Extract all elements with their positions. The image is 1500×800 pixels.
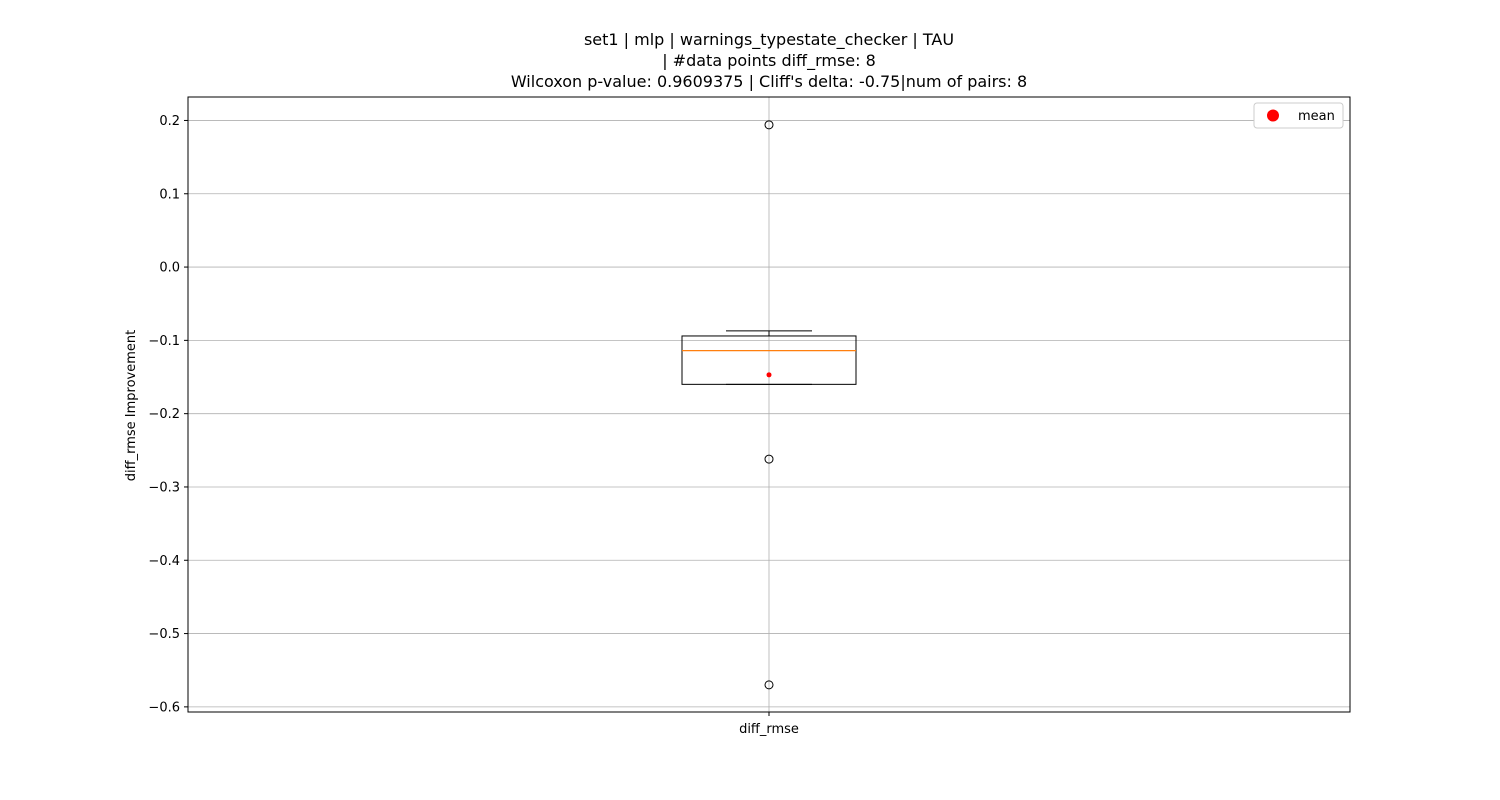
y-tick-label: −0.1 [148, 334, 180, 349]
chart-title-line-1: set1 | mlp | warnings_typestate_checker … [583, 30, 955, 49]
legend: mean [1253, 102, 1344, 129]
y-tick-label: −0.2 [148, 407, 180, 422]
y-tick-label: −0.3 [148, 480, 180, 495]
outlier-point [764, 680, 774, 690]
axes: 0.2 0.1 0.0 −0.1 −0.2 −0.3 −0.4 −0.5 −0.6 diff_rm… [148, 114, 799, 737]
outlier-point [764, 120, 774, 130]
box-plot-elements [681, 120, 857, 690]
y-axis-label: diff_rmse Improvement [124, 330, 139, 481]
legend-mean-label: mean [1298, 109, 1335, 124]
legend-box [1253, 102, 1344, 129]
y-tick-label: −0.6 [148, 700, 180, 715]
chart-title-line-3: Wilcoxon p-value: 0.9609375 | Cliff's de… [510, 72, 1028, 91]
grid-lines [188, 97, 1350, 712]
y-tick-label: 0.1 [159, 187, 180, 202]
y-tick-label: 0.0 [159, 261, 180, 276]
x-tick-label: diff_rmse [739, 722, 799, 737]
box-iqr [681, 335, 857, 385]
legend-mean-marker [1267, 109, 1279, 122]
mean-point [766, 372, 772, 378]
y-tick-label: −0.5 [148, 627, 180, 642]
y-tick-label: −0.4 [148, 554, 180, 569]
chart-title-line-2: | #data points diff_rmse: 8 [662, 51, 876, 70]
y-tick-label: 0.2 [159, 114, 180, 129]
outlier-point [764, 454, 774, 464]
